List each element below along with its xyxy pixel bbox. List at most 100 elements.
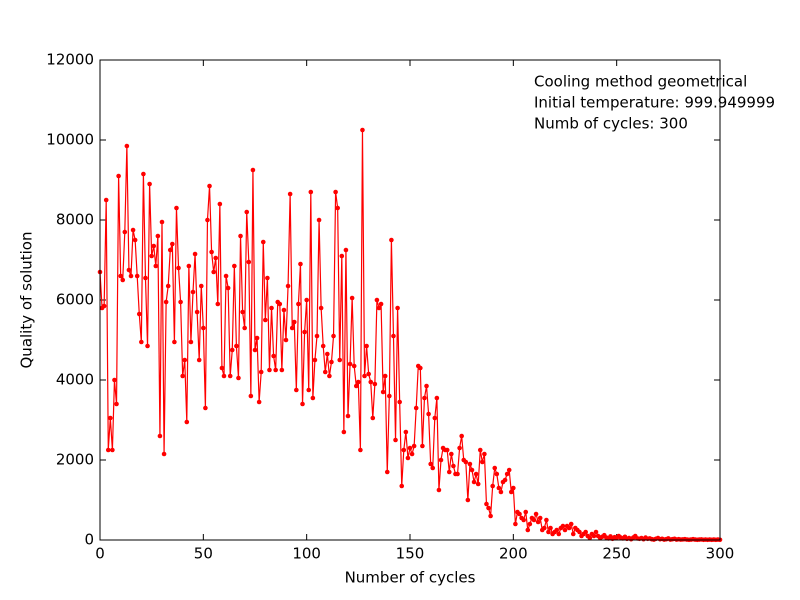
data-point (457, 445, 462, 451)
data-point (556, 531, 562, 537)
data-point (343, 247, 349, 253)
data-point (269, 305, 274, 311)
data-point (182, 357, 188, 363)
data-point (422, 395, 427, 401)
y-tick-label: 6000 (56, 291, 94, 309)
data-point (471, 479, 477, 485)
data-point (469, 467, 475, 473)
data-point (566, 525, 572, 531)
data-point (523, 509, 529, 515)
data-point (389, 237, 394, 243)
data-point (446, 469, 452, 475)
data-point (248, 393, 254, 399)
data-point (351, 363, 357, 369)
data-point (428, 461, 433, 467)
data-point (190, 289, 196, 295)
y-axis-label: Quality of solution (18, 232, 36, 369)
data-point (333, 189, 338, 195)
data-point (577, 529, 582, 535)
data-point (188, 339, 194, 345)
data-point (325, 351, 330, 357)
data-point (308, 189, 314, 195)
data-point (242, 325, 247, 331)
data-point (372, 381, 378, 387)
data-point (331, 333, 336, 339)
data-point (508, 489, 514, 495)
data-point (232, 263, 237, 269)
data-point (172, 339, 177, 345)
data-point (174, 205, 179, 211)
data-point (548, 525, 553, 531)
data-point (252, 347, 258, 353)
data-point (300, 401, 305, 407)
data-point (223, 273, 229, 279)
data-point (583, 529, 588, 535)
data-point (430, 465, 436, 471)
data-point (139, 339, 144, 345)
data-point (353, 383, 359, 389)
data-point (337, 357, 343, 363)
data-point (511, 485, 516, 491)
data-point (384, 469, 390, 475)
data-point (517, 511, 522, 517)
data-point (593, 529, 599, 535)
data-point (287, 191, 293, 197)
data-point (560, 523, 566, 529)
annotation: Initial temperature: 999.949999 (534, 94, 775, 112)
data-point (484, 501, 489, 507)
data-point (482, 451, 487, 457)
data-point (316, 217, 322, 223)
data-point (535, 519, 541, 525)
data-point (341, 429, 347, 435)
data-point (132, 237, 138, 243)
data-point (170, 241, 175, 247)
data-point (378, 301, 384, 307)
y-tick-label: 10000 (46, 131, 94, 149)
data-point (513, 521, 518, 527)
x-tick-label: 100 (292, 545, 321, 563)
data-point (587, 535, 593, 541)
data-point (213, 255, 219, 261)
data-point (205, 217, 210, 223)
data-point (304, 297, 309, 303)
data-point (310, 395, 316, 401)
data-point (184, 419, 190, 425)
data-point (151, 243, 157, 249)
data-point (194, 309, 200, 315)
data-point (486, 505, 491, 511)
data-point (145, 343, 150, 349)
data-point (409, 451, 415, 457)
data-point (126, 267, 132, 273)
y-tick-label: 2000 (56, 451, 94, 469)
data-point (240, 309, 245, 315)
data-point (407, 445, 413, 451)
data-point (490, 483, 495, 489)
data-point (463, 459, 469, 465)
data-point (265, 275, 270, 281)
data-point (244, 209, 250, 215)
data-point (502, 477, 508, 483)
data-point (219, 365, 225, 371)
data-point (366, 371, 371, 377)
data-point (399, 483, 405, 489)
data-point (258, 369, 264, 375)
data-point (112, 377, 117, 383)
data-point (393, 437, 398, 443)
data-point (246, 259, 252, 265)
data-point (234, 343, 239, 349)
data-point (488, 513, 493, 519)
data-point (477, 447, 483, 453)
data-point (155, 233, 161, 239)
data-point (329, 359, 334, 365)
data-point (217, 201, 223, 207)
data-point (105, 447, 111, 453)
data-point (320, 343, 326, 349)
data-point (395, 305, 400, 311)
data-point (221, 373, 227, 379)
data-point (496, 485, 502, 491)
x-tick-label: 150 (396, 545, 425, 563)
data-point (215, 301, 221, 307)
data-point (455, 471, 460, 477)
